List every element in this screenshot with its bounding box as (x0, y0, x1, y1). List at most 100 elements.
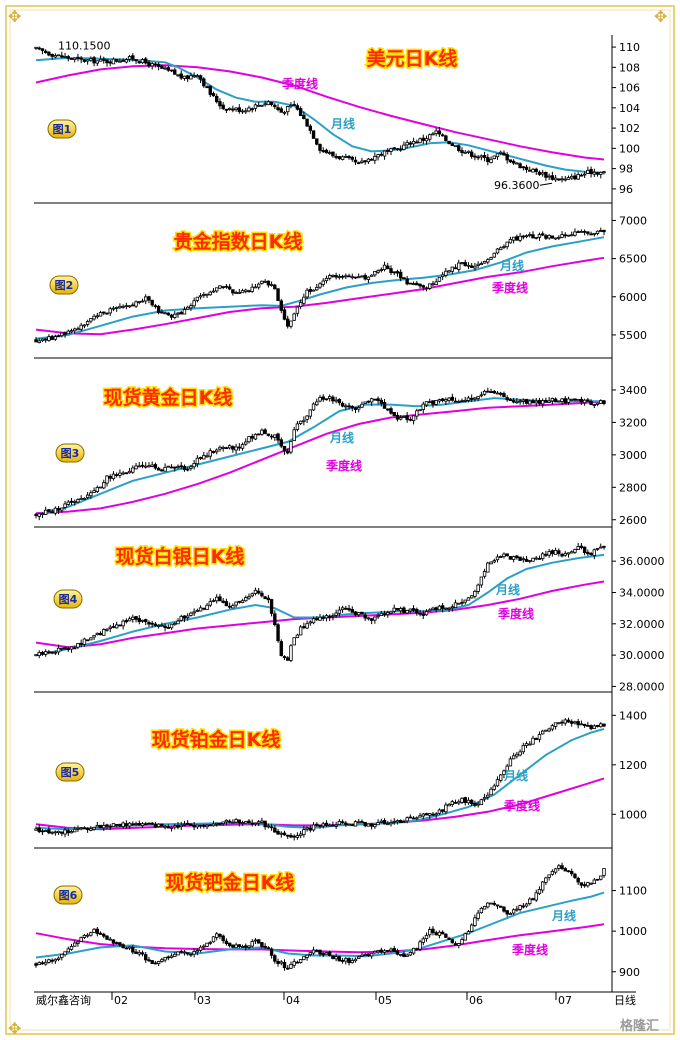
candle-body (492, 155, 496, 160)
candle-body (334, 824, 338, 827)
candle-body (457, 262, 461, 270)
candle-body (479, 799, 484, 806)
ma-month-line (35, 553, 605, 657)
candle-body (398, 417, 403, 420)
candle-body (550, 398, 555, 402)
candle-body (469, 151, 474, 157)
candle-body (311, 618, 316, 624)
y-tick-label: 3400 (619, 384, 647, 397)
candle-body (305, 623, 309, 629)
candle-body (269, 435, 274, 438)
candle-body (205, 86, 209, 89)
candle-body (266, 280, 271, 286)
candle-body (131, 55, 135, 60)
candle-body (444, 607, 448, 610)
candle-body (547, 175, 551, 178)
candle-body (244, 289, 248, 292)
candle-body (537, 399, 542, 404)
candle-body (260, 429, 264, 435)
candle-body (405, 817, 409, 822)
candle-body (357, 821, 361, 824)
candle-body (311, 824, 316, 831)
candle-body (92, 826, 96, 830)
candle-body (528, 560, 532, 562)
candle-body (89, 318, 93, 322)
candle-body (240, 444, 245, 449)
candle-body (553, 177, 558, 181)
candle-body (150, 63, 154, 67)
candle-body (63, 332, 67, 335)
candle-body (250, 593, 254, 597)
gold-border (5, 5, 675, 1035)
candle-body (595, 402, 600, 405)
candle-body (276, 831, 280, 835)
candle-body (53, 651, 58, 654)
candle-body (198, 607, 203, 612)
candle-body (599, 230, 603, 232)
candle-body (347, 608, 351, 611)
candle-body (431, 133, 435, 136)
candle-body (347, 958, 351, 964)
candle-body (376, 270, 380, 273)
candle-body (534, 400, 538, 404)
month-line-label: 月线 (499, 258, 524, 273)
candle-body (208, 450, 212, 457)
candle-body (560, 865, 564, 869)
candle-body (144, 58, 148, 64)
candle-body (182, 309, 187, 315)
candle-body (134, 951, 138, 954)
candle-body (524, 166, 529, 170)
candle-body (60, 647, 64, 650)
candle-body (363, 275, 367, 280)
candle-body (114, 824, 119, 826)
candle-body (102, 311, 106, 314)
candle-body (402, 953, 406, 957)
candle-body (553, 550, 558, 555)
candle-body (453, 267, 458, 270)
candle-body (521, 235, 526, 238)
candle-body (486, 259, 490, 263)
candle-body (111, 473, 116, 480)
y-tick-label: 102 (619, 122, 640, 135)
figure-badge (49, 275, 79, 295)
candle-body (505, 154, 509, 161)
candle-body (499, 151, 503, 154)
candle-body (347, 405, 351, 408)
candle-body (169, 466, 174, 469)
candle-body (221, 286, 225, 288)
candle-body (176, 825, 180, 828)
candle-body (50, 53, 54, 57)
candle-body (263, 596, 267, 600)
candle-body (221, 104, 225, 110)
candle-body (386, 949, 390, 952)
candle-body (557, 550, 561, 554)
candle-body (327, 396, 332, 399)
candle-body (298, 420, 303, 424)
candle-body (150, 960, 154, 964)
candle-body (69, 330, 74, 333)
candle-body (34, 339, 38, 343)
candle-body (366, 158, 371, 163)
candle-body (524, 235, 529, 238)
figure-badge (47, 119, 77, 139)
candle-body (479, 907, 484, 914)
figure-badge-label: 图5 (61, 766, 80, 779)
candle-body (602, 723, 606, 727)
low-annotation: 96.3600 (494, 179, 540, 192)
candle-body (515, 908, 519, 911)
candle-body (450, 143, 455, 147)
candle-body (144, 823, 148, 826)
candle-body (114, 474, 119, 477)
candle-body (421, 938, 425, 943)
candle-body (508, 913, 513, 916)
candle-body (173, 953, 177, 957)
candle-body (363, 401, 367, 404)
candle-body (489, 788, 493, 796)
candle-body (282, 961, 287, 969)
candle-body (89, 932, 93, 936)
ma-quarter-line (35, 64, 605, 161)
y-tick-label: 7000 (619, 214, 647, 227)
candle-body (253, 939, 258, 942)
candle-body (153, 962, 158, 965)
